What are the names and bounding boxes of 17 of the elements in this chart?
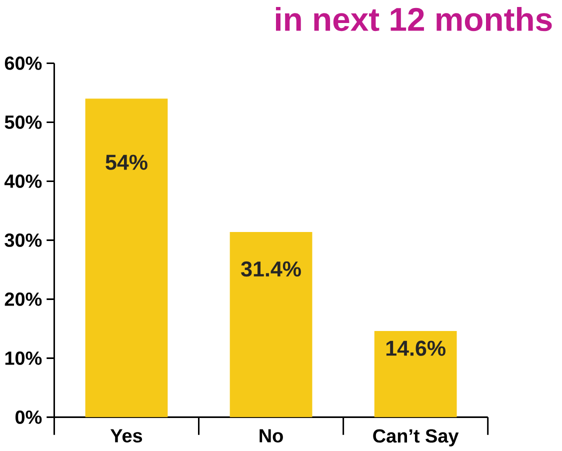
data-label: 14.6%	[386, 340, 446, 356]
data-label: 31.4%	[241, 262, 301, 277]
y-tick-label: 0%	[16, 410, 42, 424]
x-tick-label: No	[260, 429, 283, 443]
x-tick-label: Can’t Say	[373, 429, 459, 447]
data-label: 54%	[106, 154, 148, 170]
chart-title: in next 12 months	[276, 7, 552, 32]
y-tick-label: 20%	[4, 292, 42, 306]
y-tick-label: 30%	[4, 234, 42, 248]
x-tick-label: Yes	[110, 429, 142, 443]
bar	[85, 98, 168, 418]
y-tick-label: 10%	[5, 352, 42, 366]
y-tick-label: 40%	[4, 174, 42, 188]
y-tick-label: 60%	[4, 56, 42, 70]
y-tick-label: 50%	[4, 116, 42, 130]
bar	[374, 331, 457, 418]
bar	[230, 232, 312, 418]
